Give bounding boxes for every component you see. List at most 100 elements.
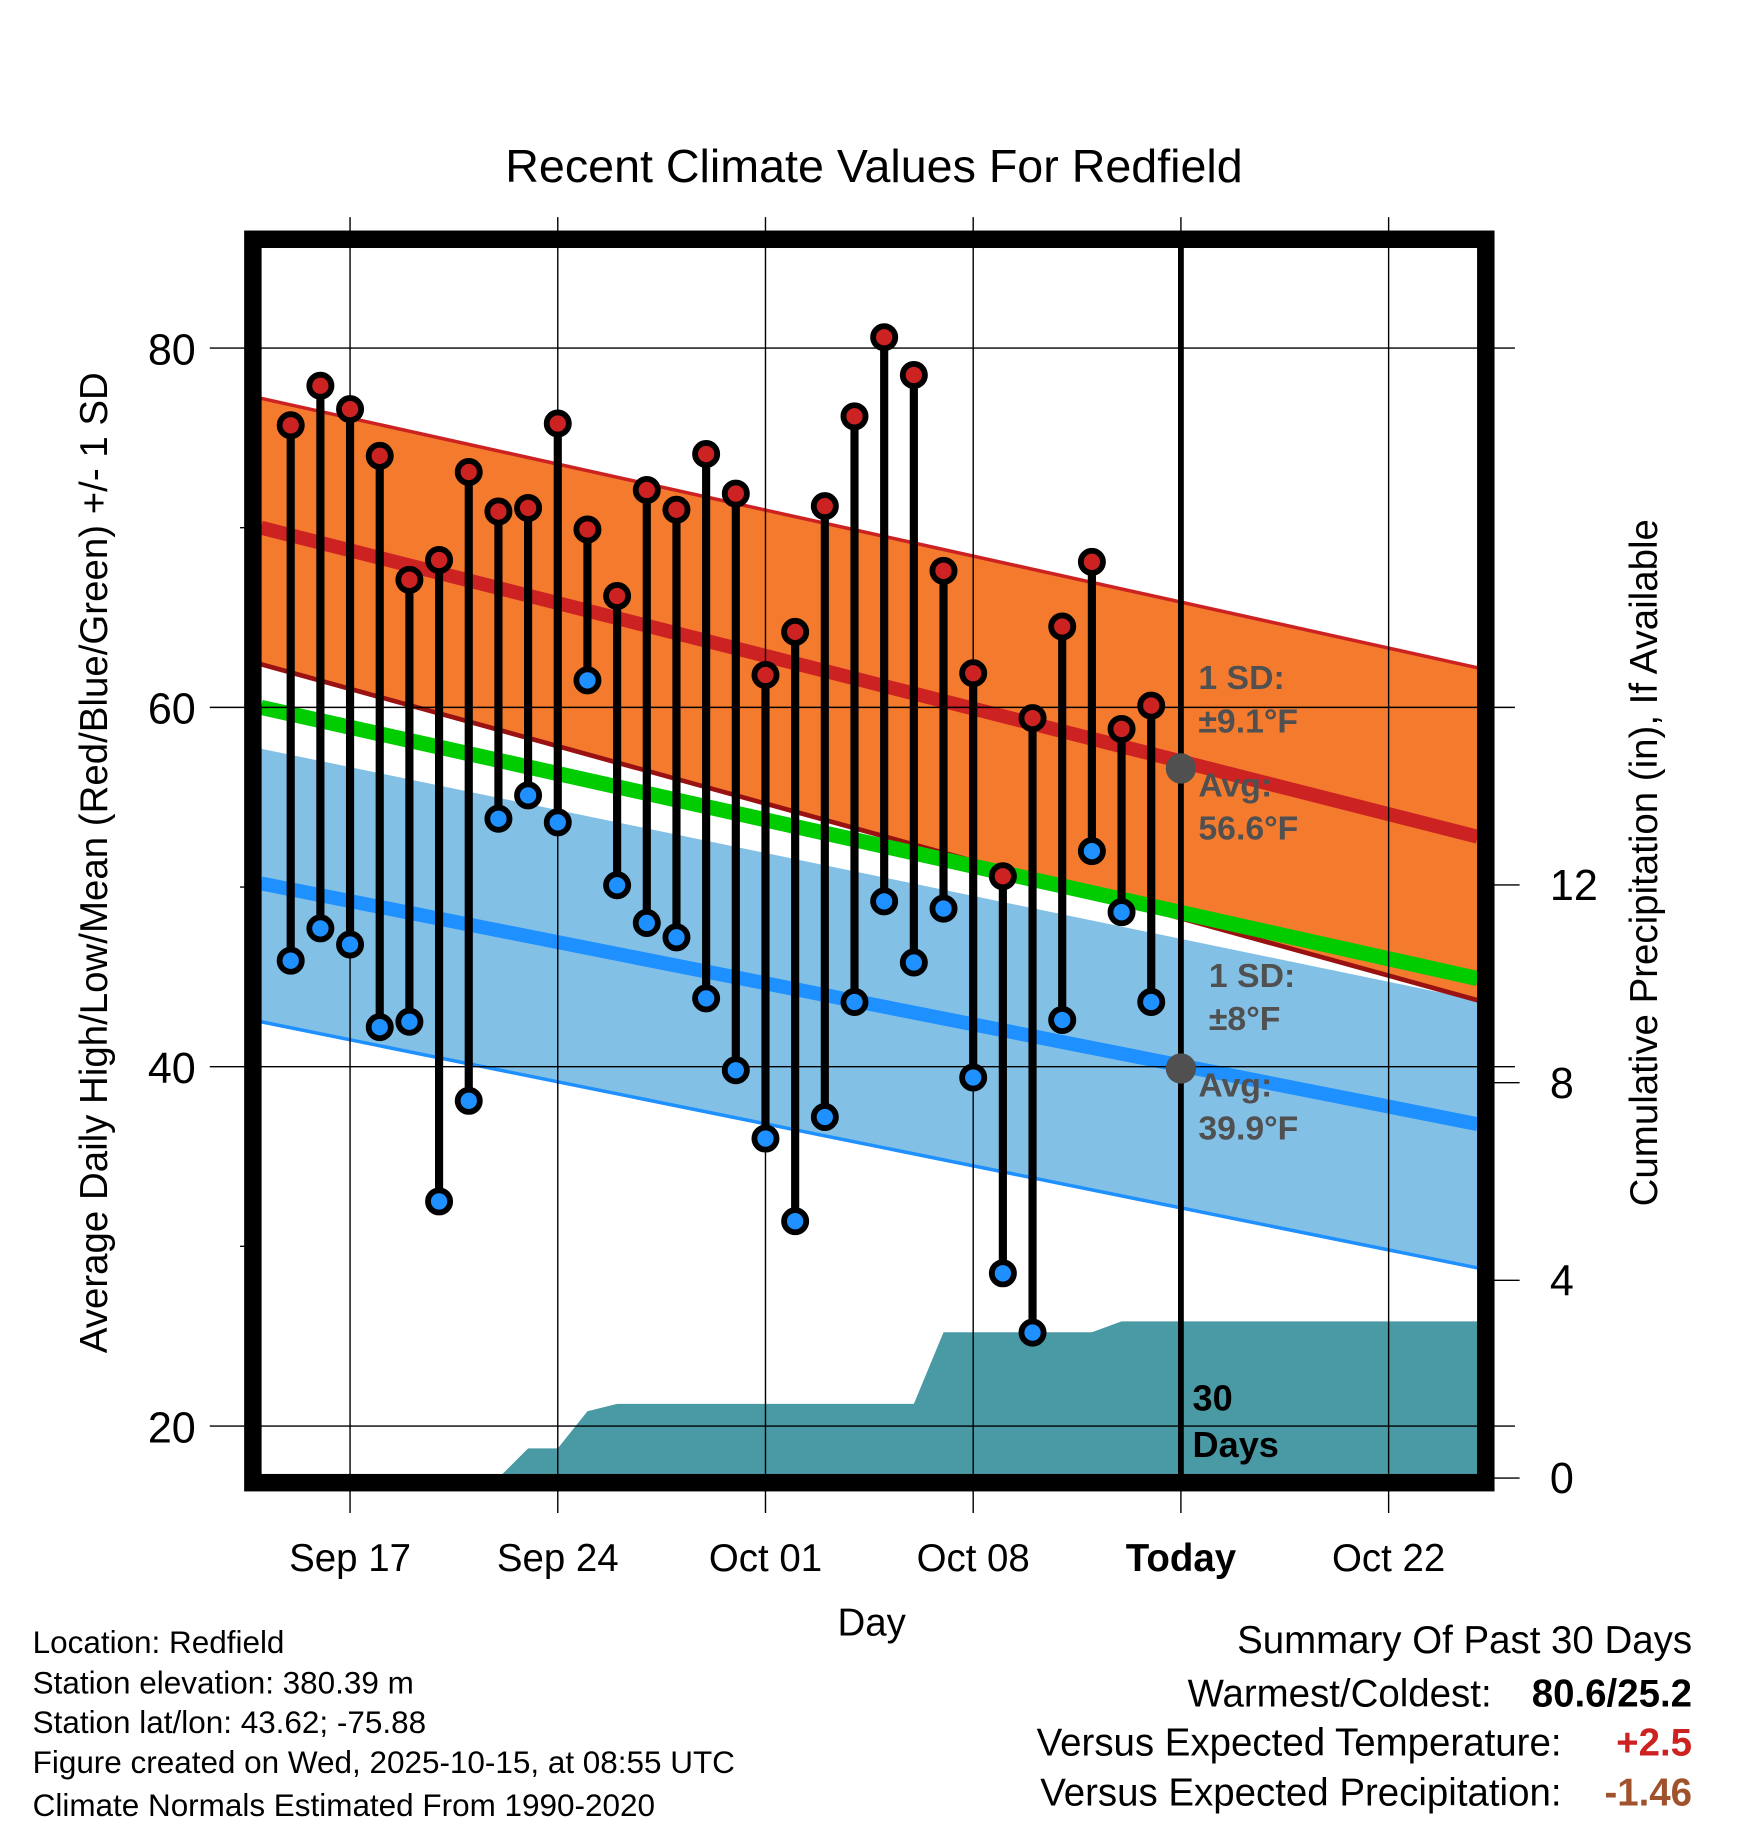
high-point bbox=[781, 617, 810, 646]
x-tick-label: Oct 01 bbox=[709, 1537, 822, 1580]
low-point bbox=[899, 948, 928, 977]
high-normal-band bbox=[261, 398, 1478, 1001]
low-point bbox=[781, 1207, 810, 1236]
low-point bbox=[959, 1063, 988, 1092]
summary-warm-cold-label: Warmest/Coldest: bbox=[1188, 1672, 1492, 1715]
y2-tick-label: 8 bbox=[1550, 1060, 1574, 1108]
high-point bbox=[1077, 547, 1106, 576]
x-tick-label: Today bbox=[1126, 1537, 1237, 1580]
summary-temp-label: Versus Expected Temperature: bbox=[1037, 1721, 1562, 1764]
high-point bbox=[514, 493, 543, 522]
high-point bbox=[1137, 691, 1166, 720]
x-tick-label: Sep 24 bbox=[497, 1537, 619, 1580]
low-point bbox=[484, 804, 513, 833]
low-avg-label: Avg: bbox=[1198, 1066, 1272, 1104]
high-point bbox=[484, 497, 513, 526]
high-point bbox=[840, 402, 869, 431]
x-tick-label: Oct 22 bbox=[1332, 1537, 1445, 1580]
high-point bbox=[721, 479, 750, 508]
high-point bbox=[543, 409, 572, 438]
high-point bbox=[573, 515, 602, 544]
low-point bbox=[514, 781, 543, 810]
low-point bbox=[929, 894, 958, 923]
summary-temp-value: +2.5 bbox=[1616, 1721, 1692, 1764]
high-point bbox=[632, 475, 661, 504]
high-point bbox=[306, 371, 335, 400]
low-normal-line bbox=[259, 876, 1479, 1132]
low-sd-value: ±8°F bbox=[1209, 1000, 1280, 1038]
low-point bbox=[573, 666, 602, 695]
low-point bbox=[1077, 837, 1106, 866]
low-point bbox=[721, 1056, 750, 1085]
y2-tick-label: 4 bbox=[1550, 1257, 1574, 1305]
low-point bbox=[810, 1103, 839, 1131]
y-tick-label: 20 bbox=[148, 1404, 196, 1452]
info-created: Figure created on Wed, 2025-10-15, at 08… bbox=[33, 1745, 735, 1780]
low-point bbox=[543, 808, 572, 837]
low-point bbox=[1137, 988, 1166, 1016]
x-tick-label: Sep 17 bbox=[289, 1537, 411, 1580]
days-label-number: 30 bbox=[1193, 1377, 1233, 1418]
low-sd-label: 1 SD: bbox=[1209, 957, 1295, 995]
low-point bbox=[306, 914, 335, 943]
summary-title: Summary Of Past 30 Days bbox=[1237, 1619, 1692, 1662]
low-point bbox=[395, 1007, 424, 1036]
high-point bbox=[662, 495, 691, 524]
chart-title: Recent Climate Values For Redfield bbox=[505, 140, 1242, 192]
high-sd-value: ±9.1°F bbox=[1198, 702, 1298, 740]
info-location: Location: Redfield bbox=[33, 1625, 285, 1660]
precipitation-area bbox=[290, 1321, 1478, 1479]
y2-axis-label: Cumulative Precipitation (in), If Availa… bbox=[1623, 519, 1666, 1206]
low-point bbox=[1018, 1318, 1047, 1347]
low-point bbox=[988, 1259, 1017, 1288]
low-point bbox=[276, 946, 305, 975]
high-point bbox=[425, 546, 454, 575]
low-point bbox=[1048, 1005, 1077, 1034]
summary-panel: Summary Of Past 30 Days Warmest/Coldest:… bbox=[1037, 1619, 1692, 1815]
info-normals: Climate Normals Estimated From 1990-2020 bbox=[33, 1788, 655, 1823]
high-band-lower-edge bbox=[260, 662, 1479, 1003]
high-point bbox=[899, 361, 928, 389]
high-point bbox=[395, 565, 424, 594]
info-elevation: Station elevation: 380.39 m bbox=[33, 1666, 414, 1701]
y-axis-label: Average Daily High/Low/Mean (Red/Blue/Gr… bbox=[73, 372, 116, 1353]
high-avg-label: Avg: bbox=[1198, 766, 1272, 804]
low-point bbox=[454, 1086, 483, 1115]
high-point bbox=[276, 411, 305, 440]
high-point bbox=[1018, 704, 1047, 733]
x-tick-label: Oct 08 bbox=[917, 1537, 1030, 1580]
high-point bbox=[751, 661, 780, 690]
y-tick-label: 40 bbox=[148, 1045, 196, 1093]
high-point bbox=[454, 458, 483, 486]
high-point bbox=[959, 659, 988, 688]
days-label-text: Days bbox=[1193, 1424, 1279, 1465]
high-normal-line bbox=[259, 520, 1480, 844]
high-band-edge bbox=[260, 396, 1479, 670]
y2-tick-label: 12 bbox=[1550, 862, 1598, 910]
info-latlon: Station lat/lon: 43.62; -75.88 bbox=[33, 1705, 426, 1740]
today-low-avg-marker bbox=[1165, 1053, 1197, 1084]
y2-tick-label: 0 bbox=[1550, 1455, 1574, 1503]
low-point bbox=[425, 1187, 454, 1216]
today-high-avg-marker bbox=[1165, 753, 1197, 784]
high-point bbox=[870, 323, 899, 352]
low-band-edge bbox=[260, 1020, 1478, 1270]
low-point bbox=[632, 908, 661, 937]
low-point bbox=[840, 988, 869, 1016]
low-point bbox=[365, 1013, 394, 1042]
summary-warm-cold-value: 80.6/25.2 bbox=[1532, 1672, 1692, 1715]
summary-precip-label: Versus Expected Precipitation: bbox=[1040, 1771, 1561, 1814]
high-sd-label: 1 SD: bbox=[1198, 659, 1284, 697]
low-point bbox=[870, 887, 899, 916]
high-point bbox=[988, 862, 1017, 891]
plot-area: 20 40 60 80 0 4 8 12 Sep 17 Sep 24 Oct 01 Oct 08 Tod… bbox=[148, 217, 1598, 1580]
low-avg-value: 39.9°F bbox=[1198, 1110, 1298, 1148]
low-point bbox=[336, 930, 365, 959]
y-tick-label: 80 bbox=[148, 326, 196, 374]
high-avg-value: 56.6°F bbox=[1198, 810, 1298, 848]
low-point bbox=[662, 923, 691, 952]
station-info: Location: Redfield Station elevation: 38… bbox=[33, 1625, 735, 1823]
low-point bbox=[1107, 898, 1136, 927]
